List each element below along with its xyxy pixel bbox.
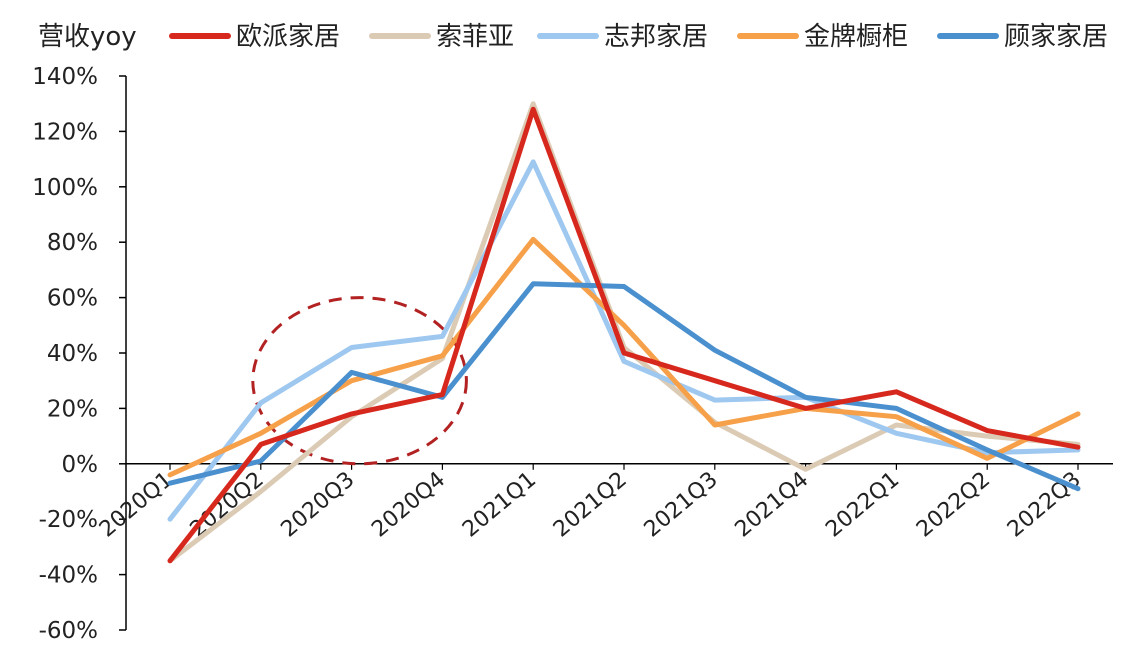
y-tick-label: 20% xyxy=(47,396,98,422)
x-tick-label: 2022Q1 xyxy=(821,467,904,542)
series-line-5 xyxy=(167,281,1081,492)
legend-label: 金牌橱柜 xyxy=(804,22,908,52)
y-tick-label: -20% xyxy=(39,507,98,533)
x-tick-label: 2021Q3 xyxy=(640,467,723,542)
legend-label: 欧派家居 xyxy=(236,22,340,52)
legend-label: 志邦家居 xyxy=(604,22,708,52)
chart-title: 营收yoy xyxy=(38,22,137,52)
y-axis: 140% 120% 100% 80% 60% 40% 20% 0% -20% -40% -60% xyxy=(32,64,127,644)
highlight-dashed-ellipse xyxy=(251,296,468,466)
x-tick-label: 2021Q4 xyxy=(731,467,814,542)
x-tick-label: 2021Q2 xyxy=(549,467,632,542)
series-line-3 xyxy=(167,159,1081,522)
legend: 欧派家居 索菲亚 志邦家居 金牌橱柜 顾家家居 xyxy=(169,22,1108,52)
annotation-group xyxy=(251,296,468,466)
legend-label: 顾家家居 xyxy=(1004,22,1108,52)
x-tick-label: 2020Q1 xyxy=(95,467,178,542)
y-tick-label: -40% xyxy=(39,563,98,589)
y-tick-label: 40% xyxy=(47,341,98,367)
y-tick-label: 100% xyxy=(32,175,98,201)
x-tick-label: 2022Q3 xyxy=(1003,467,1086,542)
x-tick-label: 2022Q2 xyxy=(912,467,995,542)
y-tick-label: -60% xyxy=(39,618,98,644)
x-tick-label: 2020Q3 xyxy=(277,467,360,542)
y-tick-label: 140% xyxy=(32,64,98,90)
series-line-4 xyxy=(167,236,1081,478)
series-group xyxy=(167,101,1081,564)
y-tick-label: 80% xyxy=(47,230,98,256)
y-tick-label: 120% xyxy=(32,119,98,145)
x-tick-label: 2021Q1 xyxy=(458,467,541,542)
y-tick-label: 0% xyxy=(62,452,99,478)
x-tick-label: 2020Q4 xyxy=(367,467,450,542)
series-line-1 xyxy=(167,106,1081,564)
legend-label: 索菲亚 xyxy=(436,22,514,52)
y-tick-label: 60% xyxy=(47,286,98,312)
